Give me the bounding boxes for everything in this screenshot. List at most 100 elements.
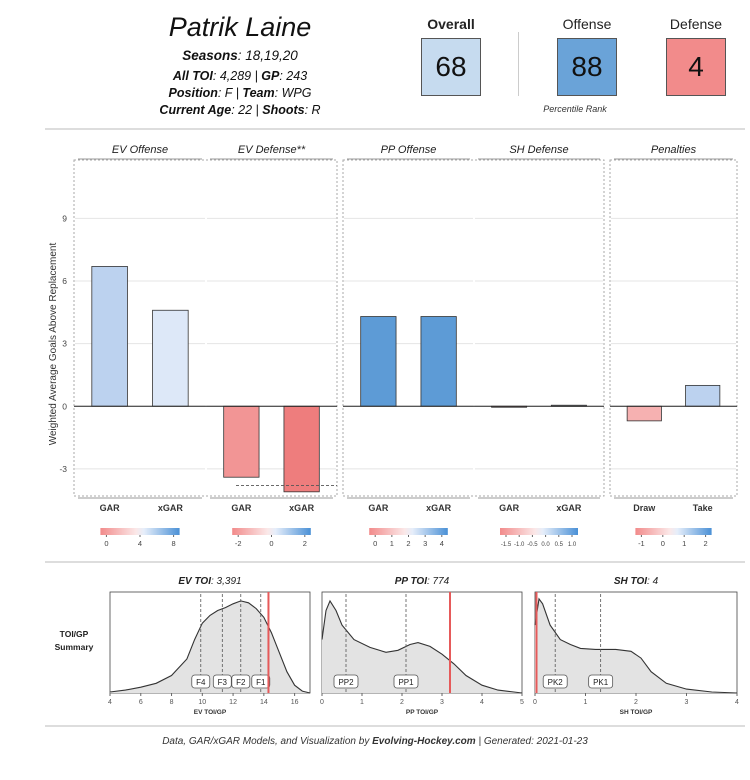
x-tick-label: 8	[170, 699, 174, 706]
seasons-value: : 18,19,20	[237, 48, 298, 63]
panel-title: PP Offense	[381, 144, 437, 156]
colorbar-tick-label: 0	[104, 539, 108, 548]
y-tick-label: 6	[62, 276, 67, 286]
bar	[685, 384, 721, 407]
density-title: PP TOI: 774	[395, 576, 450, 587]
x-tick-label: 2	[634, 699, 638, 706]
bar	[360, 316, 397, 407]
toi-value: : 4,289 |	[212, 69, 262, 83]
age-line: Current Age: 22 | Shoots: R	[90, 103, 390, 117]
overall-label: Overall	[427, 16, 475, 32]
colorbar-tick-label: 4	[138, 539, 142, 548]
footer-credit: Data, GAR/xGAR Models, and Visualization…	[0, 736, 750, 747]
gar-chart: Weighted Average Goals Above Replacement…	[45, 128, 745, 727]
deployment-label: PP1	[398, 678, 414, 687]
team-value: : WPG	[274, 86, 312, 100]
toi-row-label-1: TOI/GP	[60, 629, 89, 639]
bar	[91, 266, 128, 407]
y-tick-label: 0	[62, 401, 67, 411]
y-tick-label: 3	[62, 339, 67, 349]
density-area	[535, 598, 737, 693]
x-tick-label: 2	[400, 699, 404, 706]
footer-suffix: | Generated: 2021-01-23	[475, 736, 588, 747]
shoots-label: Shoots	[262, 103, 305, 117]
defense-rank-box: 4	[666, 38, 726, 96]
bar-category-label: GAR	[499, 503, 520, 513]
deployment-label: PP2	[338, 678, 354, 687]
x-tick-label: 4	[108, 699, 112, 706]
x-tick-label: 4	[735, 699, 739, 706]
bar-category-label: GAR	[100, 503, 121, 513]
colorbar-tick-label: 2	[704, 539, 708, 548]
density-title-value: : 774	[427, 576, 450, 587]
panel-title: SH Defense	[509, 144, 568, 156]
x-tick-label: 14	[260, 699, 268, 706]
deployment-label: F1	[256, 678, 266, 687]
colorbar	[100, 528, 180, 535]
x-tick-label: 1	[360, 699, 364, 706]
deployment-label-box	[212, 674, 232, 689]
density-title-value: : 4	[647, 576, 659, 587]
player-name: Patrik Laine	[168, 12, 312, 42]
density-title: EV TOI: 3,391	[178, 576, 241, 587]
offense-label: Offense	[562, 16, 612, 32]
panel-title: Penalties	[651, 144, 697, 156]
x-tick-label: 3	[685, 699, 689, 706]
deployment-label: PK1	[593, 678, 609, 687]
colorbar-tick-label: 4	[440, 539, 444, 548]
x-tick-label: 0	[320, 699, 324, 706]
panel-group-frame	[609, 159, 738, 497]
deployment-label-box	[251, 674, 271, 689]
x-tick-label: 0	[533, 699, 537, 706]
bar	[420, 316, 457, 407]
age-label: Current Age	[159, 103, 232, 117]
offense-rank-box: 88	[557, 38, 617, 96]
deployment-label: F4	[196, 678, 206, 687]
density-area	[322, 600, 522, 693]
colorbar-tick-label: 1	[682, 539, 686, 548]
position-line: Position: F | Team: WPG	[90, 86, 390, 100]
colorbar	[232, 528, 311, 535]
x-tick-label: 5	[520, 699, 524, 706]
density-title-label: EV TOI	[178, 576, 211, 587]
colorbar	[369, 528, 448, 535]
density-title-label: SH TOI	[614, 576, 647, 587]
y-tick-label: -3	[59, 464, 67, 474]
colorbar-tick-label: -1.0	[514, 542, 525, 548]
x-tick-label: 12	[229, 699, 237, 706]
overall-rank-box: 68	[421, 38, 481, 96]
colorbar-tick-label: 3	[423, 539, 427, 548]
seasons-label: Seasons	[182, 48, 238, 63]
bar-category-label: Draw	[633, 503, 656, 513]
age-value: : 22 |	[231, 103, 263, 117]
deployment-label-box	[231, 674, 251, 689]
bar-category-label: Take	[693, 503, 713, 513]
defense-label: Defense	[669, 16, 723, 32]
density-title-label: PP TOI	[395, 576, 427, 587]
x-tick-label: 4	[480, 699, 484, 706]
panel-group-frame	[73, 159, 338, 497]
density-title: SH TOI: 4	[614, 576, 659, 587]
position-value: : F |	[217, 86, 243, 100]
bar-category-label: xGAR	[426, 503, 452, 513]
deployment-label: F2	[236, 678, 246, 687]
toi-row-label-2: Summary	[55, 642, 94, 652]
deployment-label-box	[333, 674, 359, 689]
x-tick-label: 1	[584, 699, 588, 706]
toi-label: All TOI	[172, 69, 213, 83]
colorbar-tick-label: 2	[406, 539, 410, 548]
density-area	[110, 600, 310, 693]
rank-divider	[518, 32, 519, 96]
colorbar-tick-label: 0	[373, 539, 377, 548]
bar-category-label: xGAR	[289, 503, 315, 513]
panel-title: EV Defense**	[238, 144, 306, 156]
density-title-value: : 3,391	[211, 576, 242, 587]
gp-value: : 243	[279, 69, 308, 83]
gar-panels: EV Offense GAR xGAR 0 4 8 EV Defense** GAR xGAR -…	[59, 144, 738, 548]
deployment-label-box	[542, 674, 568, 689]
colorbar-tick-label: 0.0	[541, 542, 550, 548]
bar	[283, 405, 320, 493]
bar	[152, 309, 189, 407]
